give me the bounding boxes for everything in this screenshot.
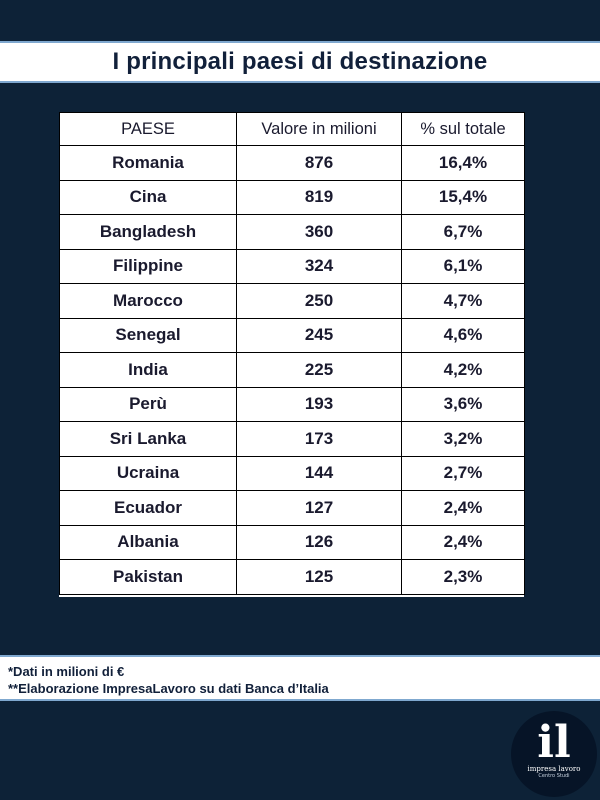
cell-percent: 6,7% (401, 214, 525, 250)
impresa-lavoro-logo: il impresa lavoro Centro Studi (511, 711, 597, 797)
footnote-units: *Dati in milioni di € (8, 664, 125, 679)
cell-value: 360 (236, 214, 402, 250)
cell-value: 225 (236, 352, 402, 388)
table-row: Ucraina 144 2,7% (59, 455, 525, 491)
cell-value: 126 (236, 524, 402, 560)
cell-value: 819 (236, 179, 402, 215)
column-header-percent: % sul totale (401, 112, 525, 146)
cell-percent: 4,7% (401, 283, 525, 319)
column-header-value: Valore in milioni (236, 112, 402, 146)
table-row: Ecuador 127 2,4% (59, 490, 525, 526)
cell-value: 876 (236, 145, 402, 181)
logo-mark: il (537, 716, 571, 768)
cell-country: Filippine (59, 248, 237, 284)
table-row: Sri Lanka 173 3,2% (59, 421, 525, 457)
cell-percent: 15,4% (401, 179, 525, 215)
cell-country: Cina (59, 179, 237, 215)
cell-percent: 4,2% (401, 352, 525, 388)
destinations-table: PAESE Valore in milioni % sul totale Rom… (59, 112, 525, 595)
cell-value: 125 (236, 559, 402, 595)
cell-country: Albania (59, 524, 237, 560)
logo-name: impresa lavoro (527, 764, 581, 773)
cell-percent: 2,4% (401, 524, 525, 560)
table-row: Perù 193 3,6% (59, 386, 525, 422)
cell-value: 144 (236, 455, 402, 491)
cell-country: Romania (59, 145, 237, 181)
destinations-table-container: PAESE Valore in milioni % sul totale Rom… (59, 112, 525, 597)
cell-value: 193 (236, 386, 402, 422)
cell-country: India (59, 352, 237, 388)
cell-country: Pakistan (59, 559, 237, 595)
cell-percent: 6,1% (401, 248, 525, 284)
cell-country: Ecuador (59, 490, 237, 526)
table-row: Pakistan 125 2,3% (59, 559, 525, 595)
cell-country: Perù (59, 386, 237, 422)
logo-subtitle: Centro Studi (538, 772, 570, 779)
cell-country: Sri Lanka (59, 421, 237, 457)
cell-percent: 3,2% (401, 421, 525, 457)
page-title: I principali paesi di destinazione (112, 48, 488, 75)
footnote-source: **Elaborazione ImpresaLavoro su dati Ban… (8, 681, 329, 696)
cell-value: 250 (236, 283, 402, 319)
table-row: Filippine 324 6,1% (59, 248, 525, 284)
cell-percent: 3,6% (401, 386, 525, 422)
cell-country: Ucraina (59, 455, 237, 491)
cell-value: 127 (236, 490, 402, 526)
table-row: India 225 4,2% (59, 352, 525, 388)
title-bar: I principali paesi di destinazione (0, 41, 600, 83)
table-row: Romania 876 16,4% (59, 145, 525, 181)
cell-percent: 2,4% (401, 490, 525, 526)
cell-country: Marocco (59, 283, 237, 319)
table-row: Albania 126 2,4% (59, 524, 525, 560)
table-header-row: PAESE Valore in milioni % sul totale (59, 112, 525, 146)
cell-value: 324 (236, 248, 402, 284)
cell-percent: 2,3% (401, 559, 525, 595)
cell-percent: 2,7% (401, 455, 525, 491)
table-row: Bangladesh 360 6,7% (59, 214, 525, 250)
cell-percent: 4,6% (401, 317, 525, 353)
cell-country: Bangladesh (59, 214, 237, 250)
cell-percent: 16,4% (401, 145, 525, 181)
cell-value: 173 (236, 421, 402, 457)
table-row: Cina 819 15,4% (59, 179, 525, 215)
cell-value: 245 (236, 317, 402, 353)
table-row: Marocco 250 4,7% (59, 283, 525, 319)
column-header-country: PAESE (59, 112, 237, 146)
table-row: Senegal 245 4,6% (59, 317, 525, 353)
footer-notes: *Dati in milioni di € **Elaborazione Imp… (0, 655, 600, 701)
cell-country: Senegal (59, 317, 237, 353)
